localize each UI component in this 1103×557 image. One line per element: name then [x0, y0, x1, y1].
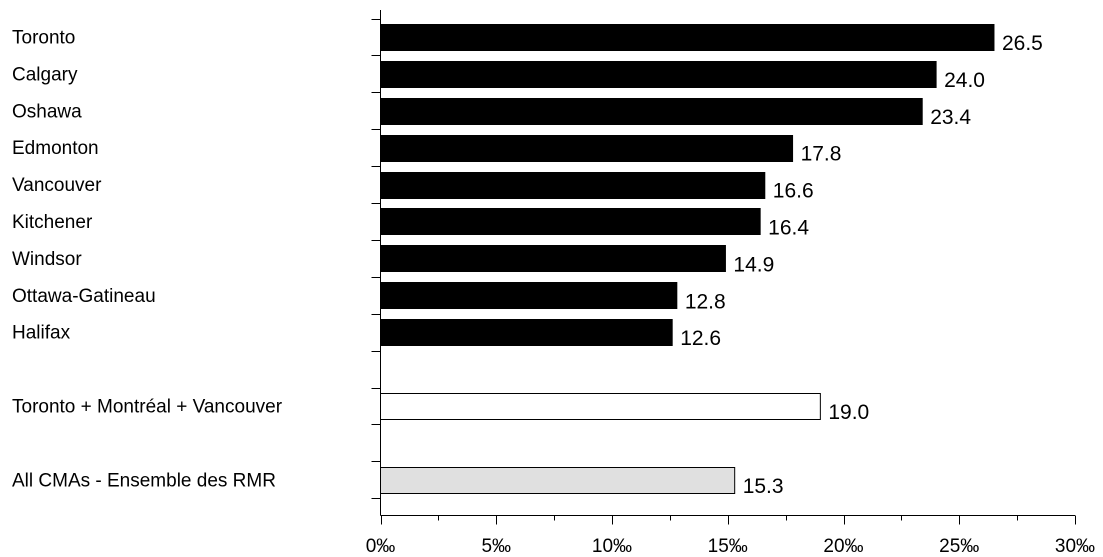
data-label: 16.4 — [768, 216, 809, 239]
category-label: Kitchener — [12, 212, 93, 233]
bar — [380, 319, 673, 346]
x-tick-labels: 0‰ 5‰ 10‰ 15‰ 20‰ 25‰ 30‰ — [366, 536, 1095, 557]
bar — [380, 61, 937, 88]
tick-marks — [371, 19, 1076, 525]
bar — [380, 282, 678, 309]
value-labels: 26.5 24.0 23.4 17.8 16.6 16.4 14.9 12.8 12.6 19.0… — [680, 32, 1043, 498]
bar — [380, 467, 736, 494]
category-label: All CMAs - Ensemble des RMR — [12, 470, 276, 491]
data-label: 24.0 — [944, 69, 985, 92]
bar — [380, 98, 923, 125]
category-label: Calgary — [12, 64, 78, 85]
x-tick-label: 30‰ — [1055, 536, 1095, 557]
bar — [380, 245, 726, 272]
x-tick-label: 10‰ — [592, 536, 632, 557]
data-label: 12.6 — [680, 327, 721, 350]
data-label: 15.3 — [743, 475, 784, 498]
bar — [380, 135, 794, 162]
category-label: Ottawa-Gatineau — [12, 286, 156, 307]
bars — [380, 24, 995, 494]
bar — [380, 208, 761, 235]
x-tick-label: 25‰ — [939, 536, 979, 557]
category-label: Halifax — [12, 323, 71, 344]
bar — [380, 393, 821, 420]
data-label: 16.6 — [773, 180, 814, 203]
category-label: Windsor — [12, 249, 82, 270]
category-labels: Toronto Calgary Oshawa Edmonton Vancouver Kit… — [12, 27, 283, 491]
data-label: 14.9 — [733, 253, 774, 276]
data-label: 23.4 — [930, 106, 971, 129]
category-label: Toronto — [12, 27, 75, 48]
category-label: Vancouver — [12, 175, 102, 196]
data-label: 17.8 — [801, 143, 842, 166]
x-tick-label: 5‰ — [481, 536, 511, 557]
x-tick-label: 0‰ — [366, 536, 396, 557]
data-label: 26.5 — [1002, 32, 1043, 55]
category-label: Toronto + Montréal + Vancouver — [12, 396, 283, 417]
data-label: 19.0 — [828, 401, 869, 424]
data-label: 12.8 — [685, 290, 726, 313]
x-tick-label: 20‰ — [823, 536, 863, 557]
x-tick-label: 15‰ — [708, 536, 748, 557]
category-label: Oshawa — [12, 101, 82, 122]
category-label: Edmonton — [12, 138, 99, 159]
bar — [380, 24, 995, 51]
bar — [380, 172, 766, 199]
